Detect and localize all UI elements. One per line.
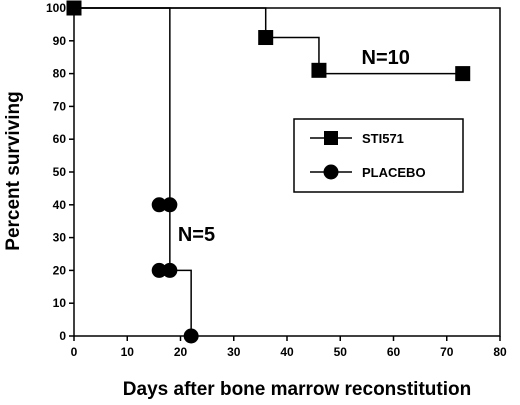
x-tick-label-30: 30 — [227, 345, 241, 359]
y-tick-label-40: 40 — [53, 198, 67, 212]
legend-marker-sti571 — [324, 131, 338, 145]
legend-marker-placebo — [323, 164, 339, 180]
x-tick-label-20: 20 — [174, 345, 188, 359]
x-tick-label-60: 60 — [387, 345, 401, 359]
y-axis-title: Percent surviving — [3, 91, 24, 250]
legend-label-sti571: STI571 — [362, 131, 404, 146]
series-markers — [66, 0, 471, 344]
y-tick-label-70: 70 — [53, 99, 67, 113]
point-sti571-0 — [66, 0, 82, 16]
x-tick-label-40: 40 — [280, 345, 294, 359]
point-placebo-0 — [151, 197, 167, 213]
x-tick-label-10: 10 — [121, 345, 135, 359]
point-placebo-2 — [151, 262, 167, 278]
series-line-placebo — [74, 7, 192, 336]
x-tick-label-0: 0 — [71, 345, 78, 359]
y-tick-label-100: 100 — [46, 1, 66, 15]
x-axis-title: Days after bone marrow reconstitution — [123, 379, 471, 400]
y-tick-label-30: 30 — [53, 231, 67, 245]
y-tick-label-20: 20 — [53, 263, 67, 277]
annotation-n5: N=5 — [178, 224, 215, 246]
x-tick-label-50: 50 — [334, 345, 348, 359]
annotation-n10: N=10 — [362, 47, 410, 69]
y-tick-label-80: 80 — [53, 67, 67, 81]
point-sti571-3 — [455, 66, 471, 82]
x-axis-ticks: 0 10 20 30 40 50 60 70 80 — [71, 336, 507, 359]
legend: STI571 PLACEBO — [293, 118, 464, 193]
y-tick-label-10: 10 — [53, 296, 67, 310]
x-tick-label-80: 80 — [493, 345, 507, 359]
y-tick-label-50: 50 — [53, 165, 67, 179]
point-placebo-4 — [183, 328, 199, 344]
point-sti571-1 — [258, 30, 274, 46]
point-placebo-3 — [162, 262, 178, 278]
point-placebo-1 — [162, 197, 178, 213]
x-tick-label-70: 70 — [440, 345, 454, 359]
series-line-sti571 — [74, 7, 463, 75]
legend-box — [293, 118, 464, 193]
legend-label-placebo: PLACEBO — [362, 165, 426, 180]
y-tick-label-0: 0 — [59, 329, 66, 343]
point-sti571-2 — [311, 62, 327, 78]
y-tick-label-60: 60 — [53, 132, 67, 146]
y-axis-ticks: 0 10 20 30 40 50 60 70 80 90 100 — [46, 1, 74, 343]
y-tick-label-90: 90 — [53, 34, 67, 48]
